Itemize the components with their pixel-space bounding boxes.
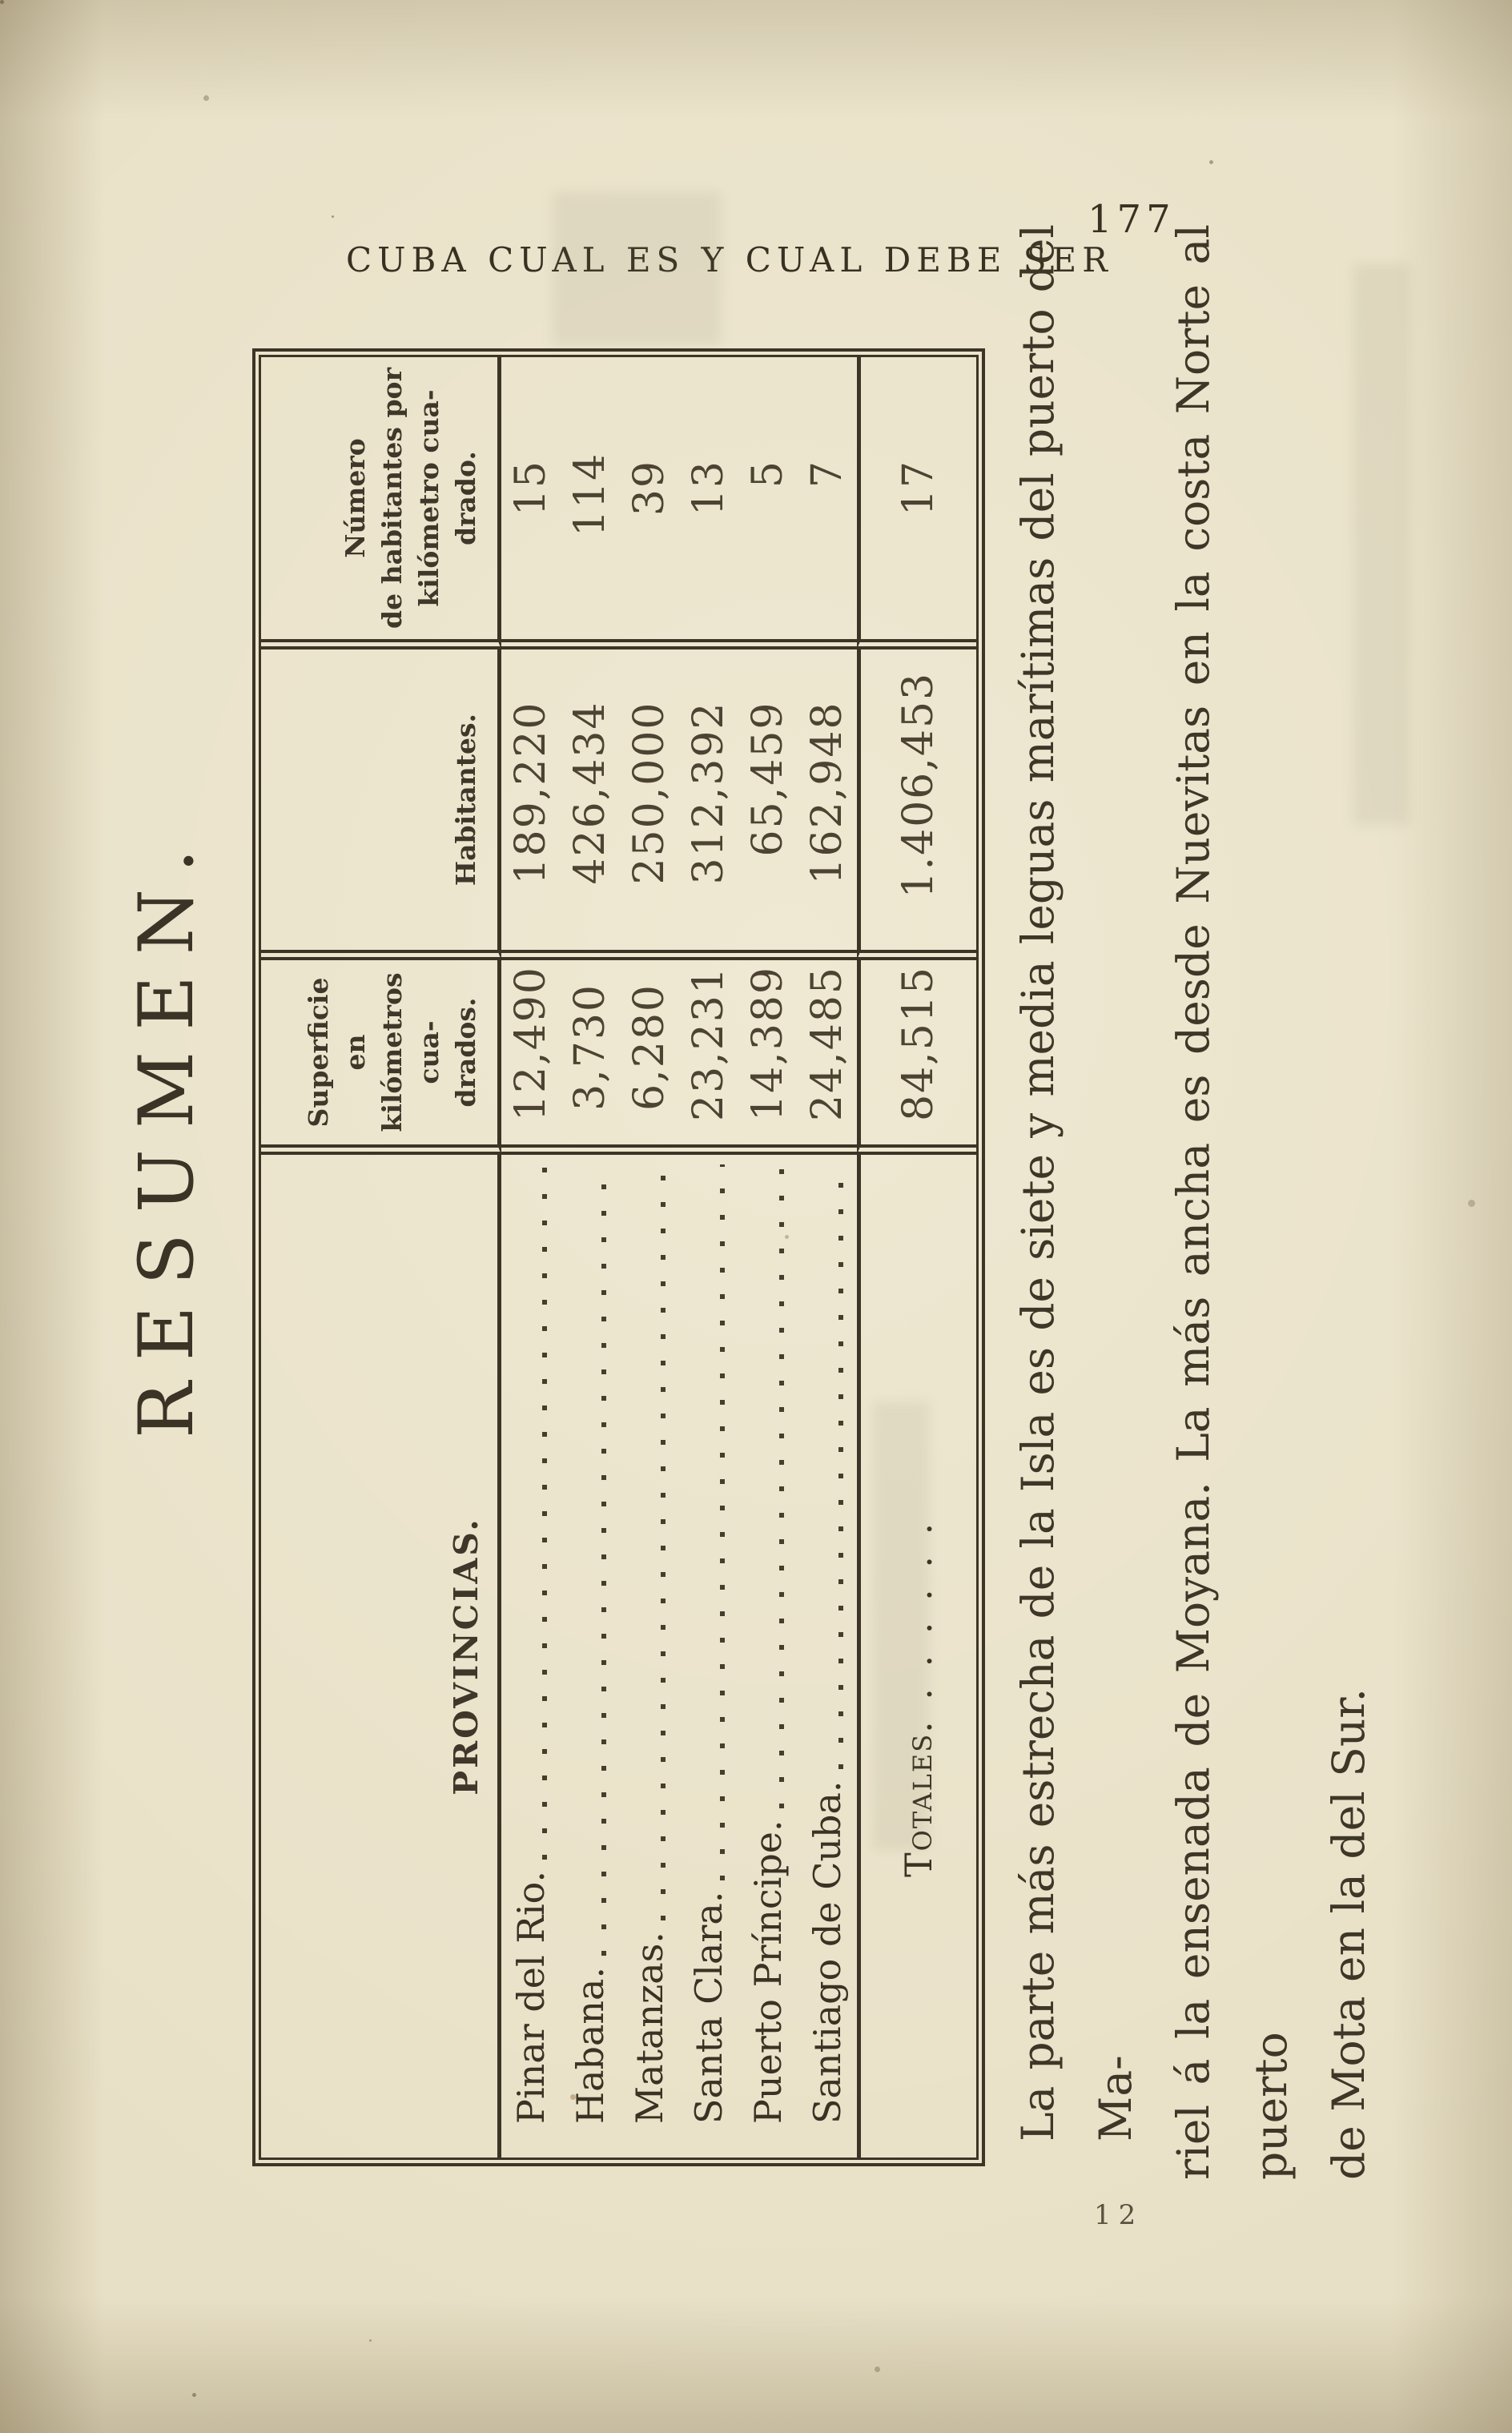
column-header-habitantes: Habitantes. <box>261 649 501 960</box>
dot-leader <box>601 1164 606 1956</box>
column-header-superficie: Superficie en kilómetros cua- drados. <box>261 960 501 1155</box>
puerto-principe-habitantes: 65,459 <box>738 649 798 960</box>
body-paragraph: La parte más estrecha de la Isla es de s… <box>999 224 1388 2180</box>
value: 1.406,453 <box>895 671 943 899</box>
superficie-line2: en kilómetros cua- <box>340 972 444 1132</box>
totals-habitantes: 1.406,453 <box>857 649 976 960</box>
province-name: Matanzas. <box>628 1932 671 2124</box>
province-name: Habana. <box>569 1966 612 2124</box>
table-title: RESUMEN. <box>123 828 211 1438</box>
ink-showthrough <box>1353 264 1409 825</box>
santiago-superficie: 24,485 <box>798 960 857 1155</box>
value: 5 <box>744 460 792 489</box>
table-row-matanzas-name: Matanzas. <box>620 1155 679 2158</box>
matanzas-densidad: 39 <box>620 357 679 649</box>
table-row-santiago-name: Santiago de Cuba. <box>798 1155 857 2158</box>
rotated-content: RESUMEN. PROVINCIAS. Superficie en kilóm… <box>120 144 1401 2363</box>
value: 312,392 <box>685 701 733 885</box>
value: 24,485 <box>803 966 851 1121</box>
dot-leader <box>720 1164 725 1880</box>
value: 6,280 <box>625 983 674 1111</box>
numero-line1: Número <box>340 438 371 558</box>
province-name: Puerto Príncipe. <box>746 1820 790 2124</box>
numero-line3: kilómetro cua- <box>413 389 444 607</box>
santiago-densidad: 7 <box>798 357 857 649</box>
column-header-provincias-label: PROVINCIAS. <box>447 1517 485 1796</box>
santa-clara-habitantes: 312,392 <box>679 649 738 960</box>
value: 15 <box>507 460 555 517</box>
value: 12,490 <box>507 966 555 1121</box>
habana-habitantes: 426,434 <box>561 649 620 960</box>
dot-leader <box>838 1164 843 1770</box>
dot-leader <box>542 1164 547 1860</box>
summary-table-grid: PROVINCIAS. Superficie en kilómetros cua… <box>259 355 979 2160</box>
totals-superficie: 84,515 <box>857 960 976 1155</box>
scan-specks <box>0 0 4 4</box>
superficie-line3: drados. <box>450 997 481 1108</box>
value: 14,389 <box>744 966 792 1121</box>
page-number: 177 <box>1088 197 1176 242</box>
value: 3,730 <box>566 983 614 1111</box>
value: 65,459 <box>744 701 792 857</box>
column-header-provincias: PROVINCIAS. <box>261 1155 501 2158</box>
numero-line4: drado. <box>450 451 481 545</box>
value: 189,220 <box>507 701 555 885</box>
habana-densidad: 114 <box>561 357 620 649</box>
summary-table: PROVINCIAS. Superficie en kilómetros cua… <box>252 348 985 2166</box>
numero-line2: de habitantes por <box>376 368 408 629</box>
column-header-densidad: Número de habitantes por kilómetro cua- … <box>261 357 501 649</box>
table-row-pinar-name: Pinar del Rio. <box>501 1155 561 2158</box>
value: 84,515 <box>895 966 943 1121</box>
value: 114 <box>566 452 614 537</box>
dot-leader <box>661 1164 666 1921</box>
pinar-habitantes: 189,220 <box>501 649 561 960</box>
signature-mark: 12 <box>1094 2199 1144 2231</box>
habana-superficie: 3,730 <box>561 960 620 1155</box>
pinar-densidad: 15 <box>501 357 561 649</box>
table-row-habana-name: Habana. <box>561 1155 620 2158</box>
table-row-santa-clara-name: Santa Clara. <box>679 1155 738 2158</box>
value: 17 <box>895 460 943 517</box>
table-row-puerto-principe-name: Puerto Príncipe. <box>738 1155 798 2158</box>
matanzas-superficie: 6,280 <box>620 960 679 1155</box>
totals-densidad: 17 <box>857 357 976 649</box>
pinar-superficie: 12,490 <box>501 960 561 1155</box>
value: 13 <box>685 460 733 517</box>
habitantes-label: Habitantes. <box>450 713 481 887</box>
puerto-principe-densidad: 5 <box>738 357 798 649</box>
ink-showthrough <box>873 1401 929 1850</box>
paragraph-line-2: riel á la ensenada de Moyana. La más anc… <box>1168 224 1297 2180</box>
value: 39 <box>625 460 674 517</box>
ink-showthrough <box>553 192 721 344</box>
province-name: Pinar del Rio. <box>509 1870 553 2124</box>
puerto-principe-superficie: 14,389 <box>738 960 798 1155</box>
value: 23,231 <box>685 966 733 1121</box>
province-name: Santa Clara. <box>687 1891 730 2124</box>
santa-clara-densidad: 13 <box>679 357 738 649</box>
matanzas-habitantes: 250,000 <box>620 649 679 960</box>
province-name: Santiago de Cuba. <box>806 1780 849 2124</box>
value: 7 <box>803 460 851 489</box>
value: 426,434 <box>566 701 614 885</box>
value: 250,000 <box>625 701 674 885</box>
superficie-line1: Superficie <box>303 977 334 1128</box>
dot-leader <box>779 1164 784 1809</box>
santiago-habitantes: 162,948 <box>798 649 857 960</box>
paragraph-line-1: La parte más estrecha de la Isla es de s… <box>1012 224 1141 2141</box>
santa-clara-superficie: 23,231 <box>679 960 738 1155</box>
value: 162,948 <box>803 701 851 885</box>
